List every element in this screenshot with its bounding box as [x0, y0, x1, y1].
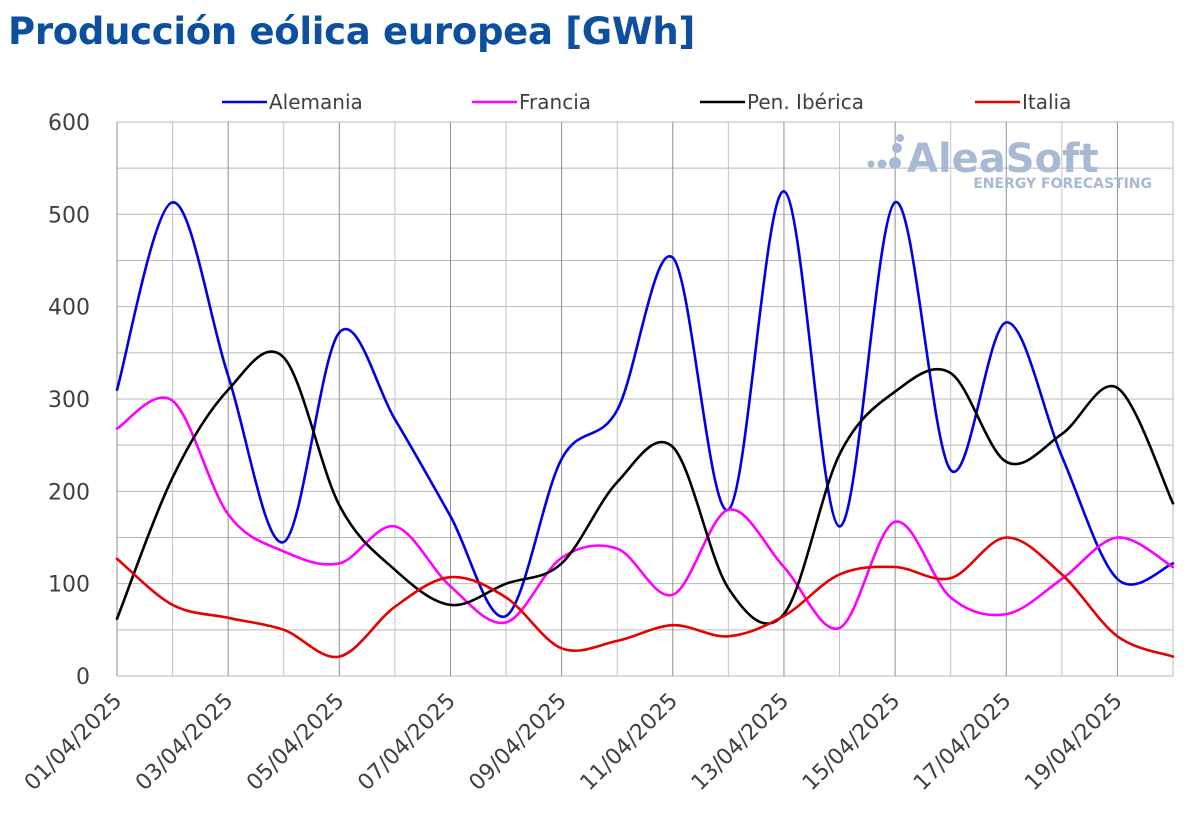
x-tick-label: 13/04/2025 — [687, 689, 794, 796]
series-lines — [115, 189, 1175, 659]
y-tick-label: 200 — [48, 480, 90, 505]
series-line-pen-iberica — [115, 350, 1175, 625]
chart-title: Producción eólica europea [GWh] — [8, 10, 696, 53]
watermark-tagline: ENERGY FORECASTING — [973, 176, 1152, 192]
y-tick-label: 500 — [48, 203, 90, 228]
legend-label-pen-iberica: Pen. Ibérica — [747, 90, 864, 114]
legend-label-francia: Francia — [519, 90, 591, 114]
gridlines — [116, 121, 1174, 677]
watermark-logo: AleaSoft ENERGY FORECASTING — [867, 134, 1152, 192]
x-tick-label: 01/04/2025 — [20, 689, 127, 796]
y-tick-label: 0 — [76, 665, 90, 690]
y-tick-label: 100 — [48, 573, 90, 598]
x-tick-label: 07/04/2025 — [353, 689, 460, 796]
x-tick-label: 17/04/2025 — [909, 689, 1016, 796]
x-tick-label: 11/04/2025 — [576, 689, 683, 796]
y-axis: 0 100 200 300 400 500 600 — [48, 111, 90, 690]
legend: Alemania Francia Pen. Ibérica Italia — [222, 90, 1071, 114]
x-axis: 01/04/2025 03/04/2025 05/04/2025 07/04/2025… — [20, 689, 1128, 796]
series-line-italia — [115, 536, 1175, 659]
y-tick-label: 300 — [48, 388, 90, 413]
y-tick-label: 400 — [48, 296, 90, 321]
watermark-brand: AleaSoft — [907, 136, 1099, 182]
series-line-alemania — [115, 189, 1175, 618]
series-line-francia — [115, 396, 1175, 630]
x-tick-label: 03/04/2025 — [131, 689, 238, 796]
x-tick-label: 15/04/2025 — [798, 689, 905, 796]
x-tick-label: 09/04/2025 — [465, 689, 572, 796]
aleasoft-dots-icon — [867, 134, 904, 169]
legend-label-italia: Italia — [1022, 90, 1071, 114]
x-tick-label: 19/04/2025 — [1020, 689, 1127, 796]
x-tick-label: 05/04/2025 — [242, 689, 349, 796]
y-tick-label: 600 — [48, 111, 90, 136]
legend-label-alemania: Alemania — [269, 90, 363, 114]
